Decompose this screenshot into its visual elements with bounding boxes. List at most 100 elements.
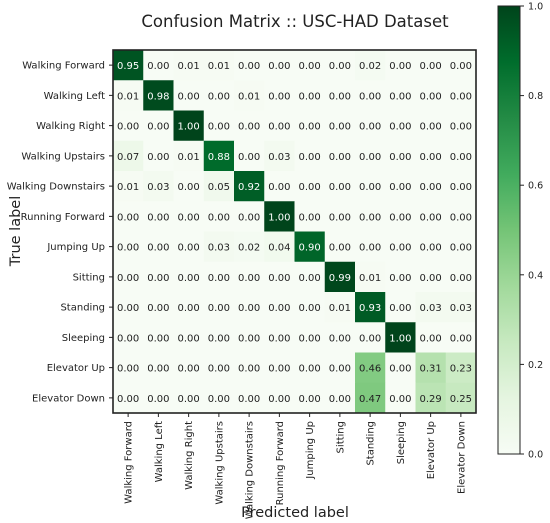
heatmap-cell xyxy=(143,140,174,172)
cell-value-label: 0.03 xyxy=(450,303,472,314)
cell-value-label: 0.00 xyxy=(117,364,139,375)
heatmap-cell xyxy=(173,171,205,202)
heatmap-cell xyxy=(113,322,144,353)
y-tick-label: Elevator Down xyxy=(32,393,105,404)
cell-value-label: 0.46 xyxy=(359,364,381,375)
heatmap-cell xyxy=(143,322,174,353)
heatmap-cell xyxy=(324,110,356,142)
heatmap-cell xyxy=(355,110,386,142)
cell-value-label: 0.00 xyxy=(177,364,199,375)
heatmap-cell xyxy=(173,261,205,293)
cell-value-label: 0.29 xyxy=(419,394,441,405)
heatmap-cell xyxy=(324,292,356,323)
colorbar-tick-label: 0.4 xyxy=(528,270,543,281)
x-tick-labels: Walking Forward Walking Left Walking Right… xyxy=(124,413,467,519)
cell-value-label: 0.00 xyxy=(117,273,139,284)
y-tick-label: Running Forward xyxy=(21,212,105,223)
heatmap-cell xyxy=(355,382,386,414)
heatmap-cell xyxy=(294,50,326,81)
cell-value-label: 0.00 xyxy=(238,61,260,72)
heatmap-cell xyxy=(203,292,235,323)
heatmap-cell xyxy=(445,50,477,81)
cell-value-label: 0.00 xyxy=(208,333,230,344)
heatmap-cell xyxy=(173,50,205,81)
heatmap-cell xyxy=(324,382,356,414)
cell-value-label: 0.00 xyxy=(177,394,199,405)
x-tick-label: Walking Downstairs xyxy=(245,421,256,519)
heatmap-cell xyxy=(143,171,174,202)
heatmap-cell xyxy=(355,140,386,172)
cell-value-label: 0.01 xyxy=(117,91,139,102)
heatmap-cell xyxy=(355,171,386,202)
cell-value-label: 0.00 xyxy=(117,303,139,314)
heatmap-cell xyxy=(173,292,205,323)
cell-value-label: 0.00 xyxy=(450,273,472,284)
cell-value-label: 0.00 xyxy=(359,152,381,163)
cell-value-label: 0.00 xyxy=(389,303,411,314)
cell-value-label: 0.00 xyxy=(389,122,411,133)
x-tick-label: Sleeping xyxy=(396,421,407,464)
heatmap-cell xyxy=(173,382,205,414)
cell-value-label: 0.00 xyxy=(329,212,351,223)
cell-value-label: 0.00 xyxy=(298,303,320,314)
cell-value-label: 0.00 xyxy=(147,273,169,284)
cell-value-label: 0.00 xyxy=(177,91,199,102)
heatmap-cell xyxy=(264,110,295,142)
heatmap-cell xyxy=(385,171,416,202)
cell-value-label: 0.00 xyxy=(208,212,230,223)
cell-value-label: 0.00 xyxy=(419,152,441,163)
cell-value-label: 0.00 xyxy=(329,182,351,193)
cell-value-label: 0.00 xyxy=(389,152,411,163)
cell-value-label: 0.00 xyxy=(117,122,139,133)
cell-value-label: 0.00 xyxy=(238,273,260,284)
heatmap-cell xyxy=(173,140,205,172)
heatmap-cell xyxy=(203,201,235,232)
cell-value-label: 0.00 xyxy=(359,122,381,133)
heatmap-cell xyxy=(173,110,205,142)
cell-value-label: 0.00 xyxy=(450,152,472,163)
heatmap-cell xyxy=(113,382,144,414)
cell-value-label: 1.00 xyxy=(268,212,290,223)
heatmap-cell xyxy=(143,382,174,414)
cell-value-label: 0.00 xyxy=(329,243,351,254)
cell-value-label: 0.00 xyxy=(208,273,230,284)
x-tick-label: Walking Right xyxy=(184,421,195,490)
cell-value-label: 0.00 xyxy=(298,182,320,193)
heatmap-cell xyxy=(385,292,416,323)
cell-value-label: 0.00 xyxy=(298,364,320,375)
heatmap-cell xyxy=(294,110,326,142)
y-tick-label: Sitting xyxy=(73,272,105,283)
heatmap-cell xyxy=(324,201,356,232)
heatmap-cell xyxy=(324,261,356,293)
heatmap-cell xyxy=(385,261,416,293)
cell-value-label: 0.00 xyxy=(359,91,381,102)
heatmap-cell xyxy=(385,110,416,142)
cell-value-label: 0.00 xyxy=(147,212,169,223)
heatmap-cell xyxy=(203,110,235,142)
cell-value-label: 0.00 xyxy=(298,61,320,72)
x-tick-label: Running Forward xyxy=(275,421,286,505)
colorbar xyxy=(497,5,521,455)
cell-value-label: 0.00 xyxy=(208,91,230,102)
heatmap-cell xyxy=(234,110,265,142)
x-axis-label: Predicted label xyxy=(241,505,349,521)
chart-title: Confusion Matrix :: USC-HAD Dataset xyxy=(141,12,449,31)
cell-value-label: 0.00 xyxy=(298,91,320,102)
cell-value-label: 0.00 xyxy=(419,273,441,284)
heatmap-cell xyxy=(445,171,477,202)
cell-value-label: 0.00 xyxy=(298,212,320,223)
heatmap-cell xyxy=(264,261,295,293)
cell-value-label: 0.00 xyxy=(450,122,472,133)
heatmap-cell xyxy=(445,140,477,172)
heatmap-cell xyxy=(203,231,235,263)
cell-value-label: 0.01 xyxy=(359,273,381,284)
heatmap-cell xyxy=(355,80,386,111)
heatmap-cell xyxy=(324,231,356,263)
heatmap-cell xyxy=(445,322,477,353)
cell-value-label: 0.00 xyxy=(389,182,411,193)
cell-value-label: 0.01 xyxy=(117,182,139,193)
heatmap-cell xyxy=(385,352,416,384)
heatmap-cell xyxy=(113,50,144,81)
heatmap-cell xyxy=(445,110,477,142)
